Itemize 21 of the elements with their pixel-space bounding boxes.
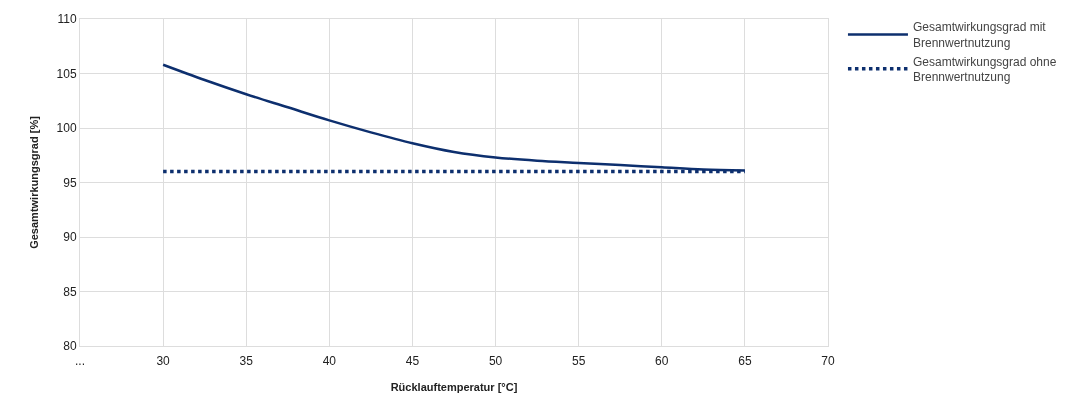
x-tick-label: 60 bbox=[655, 354, 669, 369]
y-tick-label: 110 bbox=[57, 12, 77, 27]
x-tick-label: 50 bbox=[488, 354, 503, 369]
x-tick-label: 35 bbox=[239, 354, 254, 369]
y-tick-label: 80 bbox=[63, 339, 77, 354]
y-tick-label: 105 bbox=[56, 66, 77, 81]
x-tick-label: 45 bbox=[405, 354, 420, 369]
y-tick-label: 90 bbox=[63, 230, 77, 245]
y-axis-title: Gesamtwirkungsgrad [%] bbox=[28, 115, 41, 249]
y-tick-label: 95 bbox=[63, 175, 77, 190]
x-tick-label: 30 bbox=[156, 354, 171, 369]
x-tick-label: 55 bbox=[571, 354, 586, 369]
legend-label: Gesamtwirkungsgrad mit Brennwertnutzung bbox=[912, 20, 1047, 51]
x-tick-label: 65 bbox=[738, 354, 752, 369]
x-tick-label: 40 bbox=[322, 354, 337, 369]
x-axis-title: Rücklauftemperatur [°C] bbox=[390, 380, 518, 393]
x-tick-label: ... bbox=[74, 354, 86, 369]
y-tick-label: 100 bbox=[56, 121, 77, 136]
x-tick-label: 70 bbox=[821, 354, 835, 369]
y-tick-label: 85 bbox=[63, 284, 77, 299]
legend-label: Gesamtwirkungsgrad ohne Brennwertnutzung bbox=[912, 54, 1057, 85]
